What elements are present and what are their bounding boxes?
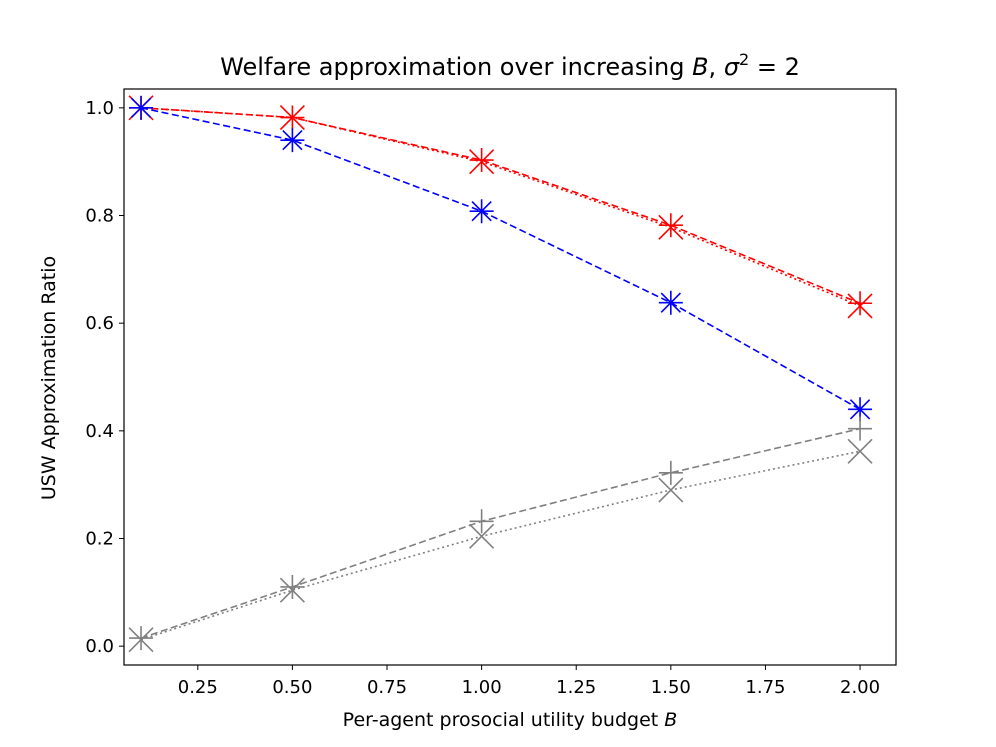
title-suffix: = 2 [749, 53, 800, 81]
y-axis-ticks: 0.0 0.2 0.4 0.6 0.8 1.0 [85, 98, 124, 657]
series-line [140, 427, 861, 639]
y-tick-label: 0.4 [85, 421, 114, 442]
series-line [140, 450, 861, 641]
x-tick-label: 2.00 [840, 677, 880, 698]
data-point [469, 509, 494, 534]
series-2 [129, 95, 873, 422]
data-point [658, 213, 683, 238]
data-point [280, 574, 305, 599]
data-point [847, 438, 873, 464]
data-point [848, 397, 873, 422]
x-tick-label: 0.25 [178, 677, 218, 698]
title-sigma: σ [724, 53, 740, 81]
x-axis-label-text: Per-agent prosocial utility budget [343, 709, 665, 731]
data-point [658, 477, 684, 503]
series-3 [128, 438, 873, 653]
y-tick-label: 1.0 [85, 98, 114, 119]
y-tick-label: 0.0 [85, 636, 114, 657]
plot-area [123, 88, 897, 666]
data-point [848, 291, 873, 316]
x-tick-label: 0.75 [367, 677, 407, 698]
series-1 [129, 95, 873, 316]
x-tick-label: 1.50 [651, 677, 691, 698]
series-line [140, 107, 861, 305]
y-axis-label: USW Approximation Ratio [38, 256, 60, 500]
chart-title: Welfare approximation over increasing B,… [220, 50, 800, 81]
plot-frame [123, 88, 897, 666]
series-line [140, 107, 861, 307]
data-point [129, 95, 154, 120]
x-tick-label: 1.00 [462, 677, 502, 698]
x-axis-ticks: 0.25 0.50 0.75 1.00 1.25 1.50 1.75 2.00 [178, 665, 880, 698]
y-tick-label: 0.2 [85, 528, 114, 549]
title-prefix: Welfare approximation over increasing [220, 53, 692, 81]
x-tick-label: 1.25 [556, 677, 596, 698]
title-sup: 2 [739, 50, 749, 69]
data-point [848, 416, 873, 441]
y-tick-label: 0.8 [85, 206, 114, 227]
data-point [658, 460, 683, 485]
data-point [469, 199, 494, 224]
data-point [658, 290, 683, 315]
title-var: B [692, 53, 708, 81]
x-tick-label: 1.75 [745, 677, 785, 698]
data-point [280, 105, 305, 130]
x-axis-label: Per-agent prosocial utility budget B [343, 709, 678, 731]
series-0 [128, 95, 873, 319]
series-4 [129, 416, 873, 651]
data-point [469, 523, 495, 549]
x-tick-label: 0.50 [272, 677, 312, 698]
y-tick-label: 0.6 [85, 313, 114, 334]
data-point [469, 148, 494, 173]
x-axis-label-var: B [664, 709, 677, 731]
title-mid: , [709, 53, 724, 81]
data-point [129, 626, 154, 651]
data-point [280, 128, 305, 153]
